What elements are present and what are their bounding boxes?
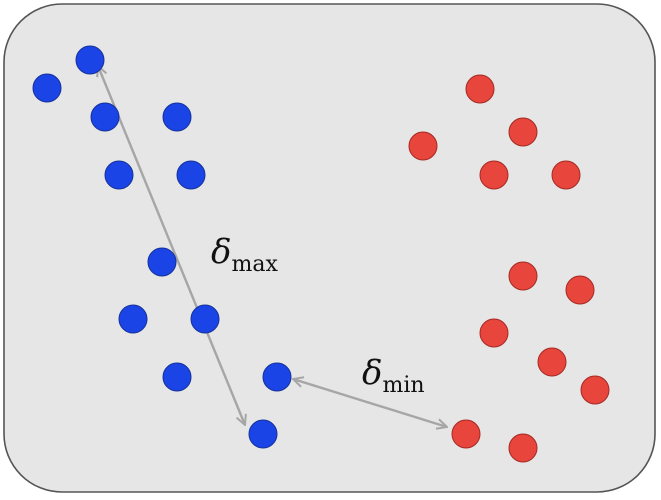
blue-point — [162, 102, 192, 132]
delta-max-label: δmax — [211, 232, 278, 277]
blue-point — [190, 304, 220, 334]
red-point — [465, 74, 495, 104]
red-point — [451, 419, 481, 449]
red-point — [580, 375, 610, 405]
blue-point — [262, 362, 292, 392]
delta-min-arrow — [293, 379, 447, 427]
blue-point — [32, 73, 62, 103]
blue-point — [147, 247, 177, 277]
delta-min-symbol: δ — [362, 353, 382, 393]
blue-point — [75, 45, 105, 75]
red-point — [408, 131, 438, 161]
red-point — [508, 433, 538, 463]
blue-point — [104, 160, 134, 190]
delta-max-symbol: δ — [211, 232, 231, 272]
red-point — [537, 347, 567, 377]
red-point — [479, 318, 509, 348]
delta-max-subscript: max — [231, 252, 278, 277]
delta-min-label: δmin — [362, 353, 425, 398]
blue-point — [90, 102, 120, 132]
red-point — [508, 117, 538, 147]
blue-point — [118, 304, 148, 334]
red-point — [565, 275, 595, 305]
red-point — [479, 160, 509, 190]
delta-max-arrow — [98, 66, 245, 425]
red-point — [508, 261, 538, 291]
delta-min-subscript: min — [382, 373, 424, 398]
blue-point — [162, 362, 192, 392]
red-point — [551, 160, 581, 190]
blue-cluster — [32, 45, 292, 449]
blue-point — [248, 419, 278, 449]
blue-point — [176, 160, 206, 190]
red-cluster — [408, 74, 610, 463]
